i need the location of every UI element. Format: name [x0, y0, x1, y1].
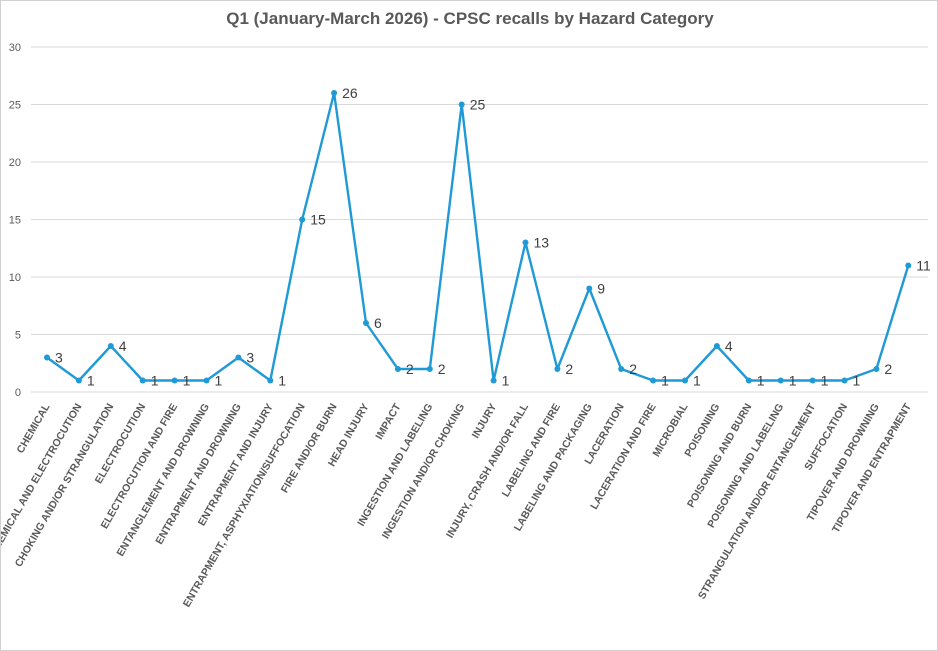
data-point [745, 377, 752, 384]
data-point [777, 377, 784, 384]
series-line [46, 91, 910, 382]
data-label: 1 [87, 373, 95, 389]
data-label: 3 [246, 350, 254, 366]
x-category-label: IMPACT [373, 401, 403, 442]
y-axis-ticks: 0 5 10 15 20 25 30 [9, 42, 21, 399]
data-label: 1 [853, 373, 861, 389]
x-category-label: INJURY [470, 401, 499, 440]
data-point [203, 377, 210, 384]
data-label: 13 [534, 235, 550, 251]
data-label: 1 [693, 373, 701, 389]
data-point [235, 354, 242, 361]
data-point [490, 377, 497, 384]
y-tick-label: 0 [15, 387, 21, 399]
data-point [75, 377, 82, 384]
data-point [426, 366, 433, 372]
data-point [873, 366, 880, 372]
series [44, 90, 912, 384]
data-label: 1 [278, 373, 286, 389]
data-label: 3 [55, 350, 63, 366]
data-point [171, 377, 178, 384]
data-point [458, 101, 465, 108]
data-point [331, 90, 338, 96]
data-label: 4 [725, 338, 733, 354]
data-point [905, 262, 912, 269]
data-point [107, 343, 114, 349]
y-tick-label: 20 [9, 157, 21, 169]
data-point [44, 354, 50, 361]
y-tick-label: 30 [9, 42, 21, 54]
data-point [841, 377, 848, 384]
x-category-label: LABELING AND FIRE [500, 402, 563, 500]
x-category-label: STRANGULATION AND/OR ENTANGLEMENT [696, 401, 819, 601]
data-point [363, 320, 369, 326]
data-label: 2 [438, 361, 446, 377]
chart-title: Q1 (January-March 2026) - CPSC recalls b… [226, 9, 714, 28]
data-label: 15 [310, 212, 326, 228]
y-tick-label: 15 [9, 215, 21, 227]
data-point [618, 366, 625, 372]
data-label: 1 [215, 373, 223, 389]
data-point [650, 377, 657, 384]
data-label: 2 [884, 361, 892, 377]
data-point [713, 343, 720, 349]
data-label: 1 [789, 373, 797, 389]
y-tick-label: 10 [9, 272, 21, 284]
data-point [267, 377, 274, 384]
y-tick-label: 25 [9, 100, 21, 112]
data-label: 26 [342, 85, 358, 101]
data-label: 2 [629, 361, 637, 377]
x-category-label: FIRE AND/OR BURN [279, 402, 340, 496]
data-point [554, 366, 561, 372]
data-point [809, 377, 816, 384]
data-label: 1 [183, 373, 191, 389]
data-label: 6 [374, 315, 382, 331]
data-label: 1 [151, 373, 159, 389]
data-point [522, 239, 529, 246]
data-label: 2 [565, 361, 573, 377]
gridlines [31, 46, 928, 393]
data-point [682, 377, 688, 384]
data-point [299, 216, 306, 223]
data-label: 2 [406, 361, 414, 377]
data-label: 11 [916, 258, 931, 274]
data-label: 1 [757, 373, 765, 389]
data-label: 1 [502, 373, 510, 389]
data-label: 9 [597, 281, 605, 297]
data-point [139, 377, 146, 384]
data-point [394, 366, 401, 372]
y-tick-label: 5 [15, 330, 21, 342]
data-label: 4 [119, 338, 127, 354]
data-point [586, 285, 593, 292]
data-label: 25 [470, 97, 486, 113]
data-label: 1 [661, 373, 669, 389]
x-category-label: LACERATION AND FIRE [588, 402, 658, 512]
x-category-label: ENTRAPMENT, ASPHYXIATION/SUFFOCATION [181, 402, 308, 610]
data-label: 1 [821, 373, 829, 389]
